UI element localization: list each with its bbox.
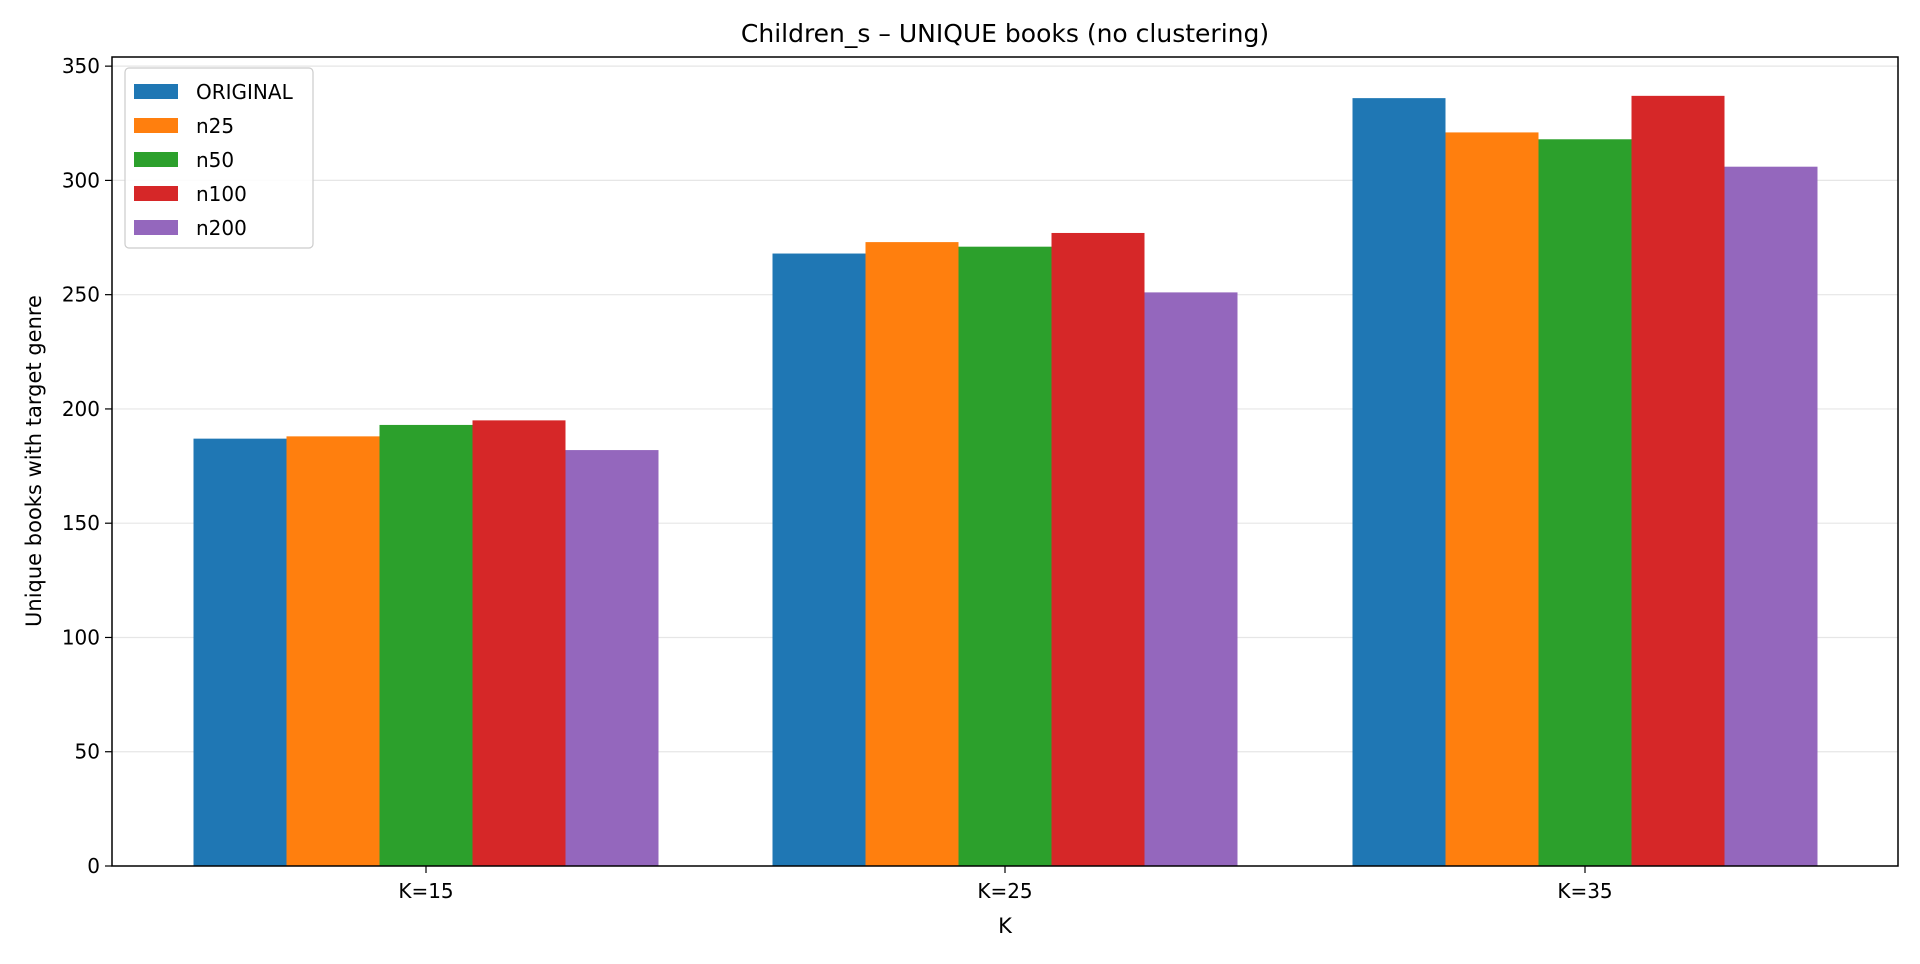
y-tick-label: 300 (62, 168, 100, 192)
bar-n50-k25 (958, 246, 1052, 866)
legend-swatch-n50 (134, 152, 178, 167)
bar-n200-k15 (565, 450, 659, 866)
bar-original-k35 (1352, 98, 1446, 866)
y-tick-label: 350 (62, 54, 100, 78)
legend-swatch-n200 (134, 220, 178, 235)
x-tick-label: K=25 (977, 879, 1032, 903)
legend-label-n50: n50 (196, 148, 234, 172)
bar-n200-k25 (1144, 292, 1238, 867)
y-tick-label: 250 (62, 283, 100, 307)
legend-box (124, 67, 314, 249)
legend-label-n25: n25 (196, 114, 234, 138)
y-tick-label: 100 (62, 625, 100, 649)
bar-n200-k35 (1724, 166, 1818, 866)
bar-n25-k35 (1445, 132, 1539, 866)
legend-swatch-n100 (134, 186, 178, 201)
bar-n25-k25 (865, 242, 959, 866)
bar-n100-k15 (472, 420, 566, 866)
y-tick-label: 50 (75, 740, 100, 764)
x-axis-label: K (998, 914, 1013, 938)
bar-original-k25 (772, 253, 866, 866)
y-tick-label: 200 (62, 397, 100, 421)
bar-n50-k35 (1538, 139, 1632, 866)
y-axis-label: Unique books with target genre (22, 295, 46, 627)
bar-n25-k15 (286, 436, 380, 866)
bar-original-k15 (193, 438, 287, 866)
x-tick-label: K=15 (398, 879, 453, 903)
y-tick-label: 0 (87, 854, 100, 878)
x-tick-label: K=35 (1557, 879, 1612, 903)
legend-label-n200: n200 (196, 216, 247, 240)
legend-swatch-original (134, 84, 178, 99)
y-tick-label: 150 (62, 511, 100, 535)
chart-title: Children_s – UNIQUE books (no clustering… (741, 19, 1269, 48)
legend-label-original: ORIGINAL (196, 80, 294, 104)
bar-n100-k25 (1051, 232, 1145, 866)
legend-swatch-n25 (134, 118, 178, 133)
bar-n50-k15 (379, 424, 473, 866)
bar-n100-k35 (1631, 95, 1725, 866)
legend-label-n100: n100 (196, 182, 247, 206)
